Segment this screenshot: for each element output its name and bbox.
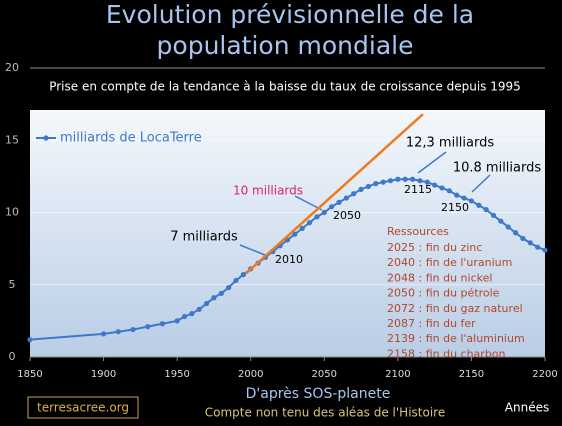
annotation: 2010 [275, 253, 303, 266]
source: D'après SOS-planete [246, 386, 391, 402]
y-tick-label: 5 [9, 278, 16, 291]
resource-item: 2040 : fin de l'uranium [387, 256, 512, 269]
y-tick-label: 20 [5, 61, 19, 74]
resource-item: 2072 : fin du gaz naturel [387, 302, 523, 315]
point [27, 337, 33, 343]
point [226, 285, 232, 291]
series-line [245, 113, 424, 275]
annotation: 2150 [441, 201, 469, 214]
point [446, 188, 452, 194]
resource-item: 2087 : fin du fer [387, 317, 476, 330]
point [203, 300, 210, 307]
plot-area [30, 110, 545, 357]
point [527, 240, 533, 246]
annotation: 10 milliards [233, 184, 303, 198]
point [343, 195, 349, 201]
point [424, 179, 430, 185]
point [145, 324, 151, 330]
x-tick-label: 1850 [17, 369, 42, 380]
y-tick-label: 10 [5, 206, 19, 219]
point [240, 272, 246, 278]
x-tick-label: 2000 [238, 369, 263, 380]
point [373, 181, 379, 187]
point [130, 326, 136, 333]
point [498, 218, 504, 224]
point [196, 306, 202, 312]
point [159, 321, 166, 327]
point [387, 178, 394, 184]
resource-item: 2139 : fin de l'aluminium [387, 332, 525, 345]
point [189, 311, 195, 317]
annotation: 7 milliards [170, 230, 238, 245]
point [432, 182, 438, 188]
chart-title: population mondiale [157, 31, 414, 60]
point [115, 329, 121, 335]
point [292, 231, 298, 237]
point [520, 235, 526, 242]
point [181, 313, 188, 320]
point [512, 230, 519, 236]
point [490, 212, 497, 218]
point [395, 176, 401, 182]
point [314, 214, 320, 220]
point [476, 202, 482, 208]
point [409, 176, 416, 182]
legend-label: milliards de LocaTerre [60, 131, 202, 146]
point [483, 207, 489, 213]
y-tick-label: 0 [9, 350, 16, 363]
point [461, 195, 467, 201]
point [454, 192, 460, 198]
chart-title: Evolution prévisionnelle de la [106, 0, 474, 29]
note: Compte non tenu des aléas de l'Histoire [205, 406, 445, 420]
point [218, 290, 224, 297]
point [211, 295, 217, 301]
annotation: 12,3 milliards [406, 136, 495, 151]
x-tick-label: 2100 [385, 369, 410, 380]
resource-item: 2158 : fin du charbon [387, 347, 506, 360]
point [321, 209, 327, 216]
x-tick-label: 2200 [532, 369, 557, 380]
point [468, 198, 475, 204]
point [542, 247, 548, 253]
x-tick-label: 2150 [459, 369, 484, 380]
site: terresacree.org [37, 401, 129, 415]
annotation: 10.8 milliards [453, 161, 542, 176]
point [329, 204, 335, 210]
point [351, 191, 357, 197]
site-box [27, 396, 139, 419]
point [439, 185, 445, 191]
point [233, 277, 239, 284]
subtitle: Prise en compte de la tendance à la bais… [49, 80, 521, 94]
point [174, 318, 180, 324]
point [535, 244, 541, 250]
annotation: 2115 [404, 183, 432, 196]
point [100, 331, 107, 337]
resource-item: 2050 : fin du pétrole [387, 287, 500, 300]
point [380, 179, 386, 185]
resource-item: 2048 : fin du nickel [387, 271, 492, 284]
x-tick-label: 1950 [164, 369, 189, 380]
legend-marker [43, 135, 49, 141]
annotation: 2050 [333, 209, 361, 222]
point [365, 183, 372, 190]
y-tick-label: 15 [5, 133, 19, 146]
point [336, 199, 342, 205]
point [358, 186, 364, 192]
point [505, 224, 511, 230]
x-tick-label: 1900 [91, 369, 116, 380]
point [417, 178, 423, 184]
x-axis-label: Années [505, 401, 549, 415]
resource-item: 2025 : fin du zinc [387, 241, 482, 254]
point [402, 176, 408, 182]
point [306, 220, 313, 226]
point [299, 225, 305, 231]
resources-title: Ressources [387, 225, 449, 238]
x-tick-label: 2050 [312, 369, 337, 380]
